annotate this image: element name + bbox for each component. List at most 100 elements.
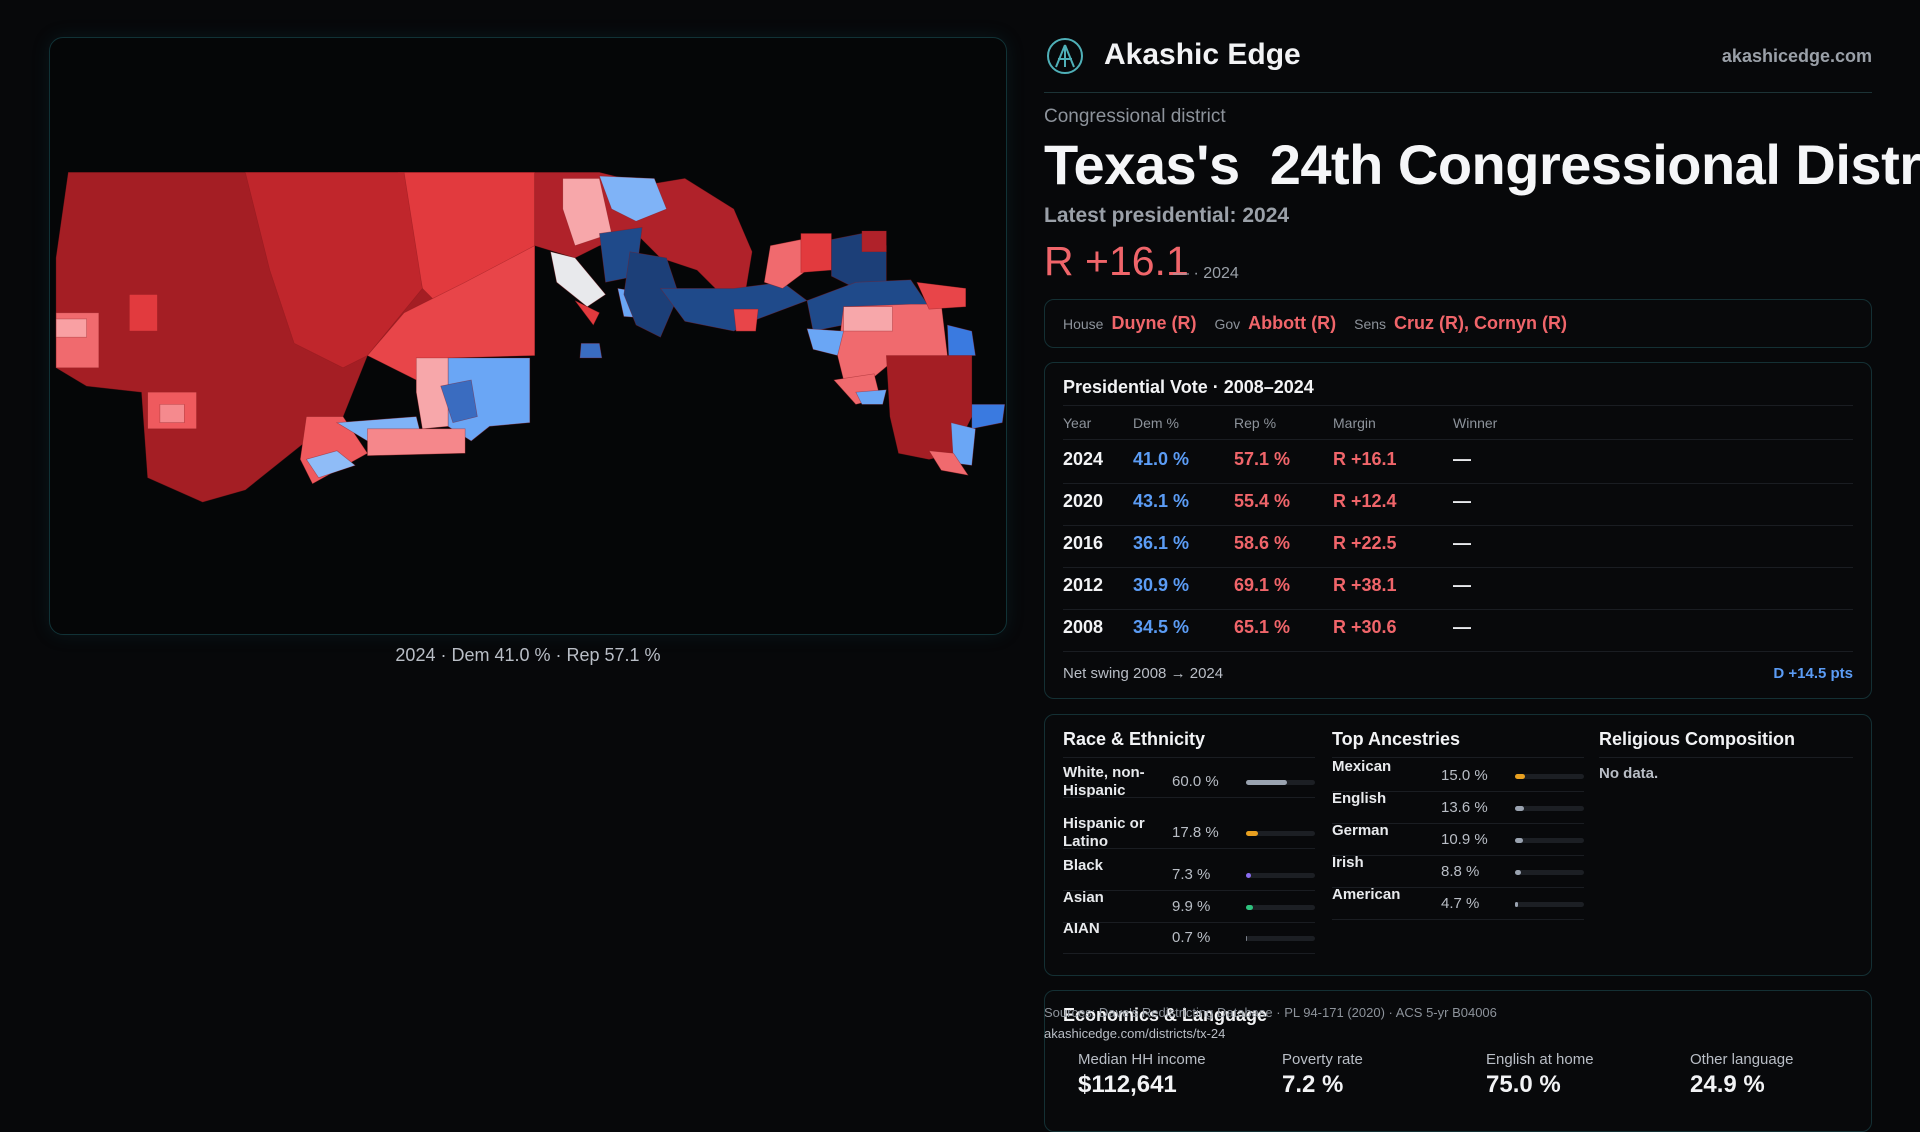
precinct xyxy=(551,252,606,307)
row-name: Irish xyxy=(1332,854,1432,872)
stat-value: 75.0 % xyxy=(1486,1071,1561,1099)
row-value: 13.6 % xyxy=(1441,799,1488,816)
vote-cell: R +22.5 xyxy=(1333,533,1397,554)
vote-cell: R +16.1 xyxy=(1333,449,1397,470)
stat-label: Poverty rate xyxy=(1282,1051,1363,1068)
divider xyxy=(1063,439,1853,440)
vote-cell: R +38.1 xyxy=(1333,575,1397,596)
vote-cell: — xyxy=(1453,575,1471,596)
stat-value: 7.2 % xyxy=(1282,1071,1343,1099)
row-name: Hispanic or Latino xyxy=(1063,815,1163,851)
official-role: Gov xyxy=(1214,316,1240,332)
bar-track xyxy=(1515,870,1584,875)
vote-cell: 41.0 % xyxy=(1133,449,1189,470)
vote-cell: — xyxy=(1453,533,1471,554)
bar-track xyxy=(1515,838,1584,843)
no-data: No data. xyxy=(1599,765,1658,782)
divider xyxy=(1063,405,1853,406)
precinct xyxy=(129,294,157,331)
panel-title: Top Ancestries xyxy=(1332,729,1460,750)
bar-track xyxy=(1246,831,1315,836)
bar-track xyxy=(1246,873,1315,878)
map-panel xyxy=(49,37,1007,635)
bar xyxy=(1515,902,1518,907)
bar xyxy=(1515,806,1524,811)
vote-cell: 30.9 % xyxy=(1133,575,1189,596)
bar-track xyxy=(1515,902,1584,907)
official-name: Abbott (R) xyxy=(1248,313,1336,334)
map-caption: 2024 · Dem 41.0 % · Rep 57.1 % xyxy=(49,645,1007,666)
row-name: AIAN xyxy=(1063,920,1163,938)
vote-cell: 34.5 % xyxy=(1133,617,1189,638)
vote-cell: 65.1 % xyxy=(1234,617,1290,638)
row-value: 60.0 % xyxy=(1172,773,1219,790)
divider xyxy=(1063,953,1315,954)
divider xyxy=(1063,848,1315,849)
brand: Akashic Edge xyxy=(1104,38,1301,72)
row-value: 0.7 % xyxy=(1172,929,1210,946)
row-name: Asian xyxy=(1063,889,1163,907)
precinct xyxy=(56,319,87,337)
vote-cell: 2024 xyxy=(1063,449,1103,470)
district-title: Texas's 24th Congressional District xyxy=(1044,132,1920,197)
bar xyxy=(1515,870,1521,875)
bar-track xyxy=(1246,780,1315,785)
divider xyxy=(1063,525,1853,526)
column-header: Dem % xyxy=(1133,415,1179,431)
bar xyxy=(1246,780,1287,785)
divider xyxy=(1063,797,1315,798)
row-name: White, non-Hispanic xyxy=(1063,764,1163,800)
row-value: 17.8 % xyxy=(1172,824,1219,841)
row-value: 7.3 % xyxy=(1172,866,1210,883)
logo xyxy=(1046,37,1084,75)
panel-title: Presidential Vote · 2008–2024 xyxy=(1063,377,1314,398)
precinct xyxy=(844,307,893,331)
vote-cell: R +12.4 xyxy=(1333,491,1397,512)
detail-column: Akashic Edge akashicedge.com Congression… xyxy=(1044,0,1872,1080)
precinct xyxy=(972,404,1005,428)
stat-label: Other language xyxy=(1690,1051,1793,1068)
district-map xyxy=(50,38,1006,634)
precinct xyxy=(807,329,844,356)
vote-cell: 2016 xyxy=(1063,533,1103,554)
row-name: German xyxy=(1332,822,1432,840)
column-header: Rep % xyxy=(1234,415,1276,431)
bar xyxy=(1515,774,1525,779)
vote-cell: 36.1 % xyxy=(1133,533,1189,554)
bar xyxy=(1246,831,1258,836)
swing-label: Net swing 2008 → 2024 xyxy=(1063,665,1223,682)
domain[interactable]: akashicedge.com xyxy=(1722,46,1872,67)
stat-value: $112,641 xyxy=(1078,1071,1177,1099)
precinct xyxy=(734,309,758,331)
vote-cell: — xyxy=(1453,617,1471,638)
row-value: 4.7 % xyxy=(1441,895,1479,912)
vote-cell: 43.1 % xyxy=(1133,491,1189,512)
row-value: 10.9 % xyxy=(1441,831,1488,848)
precinct xyxy=(862,231,886,252)
bar xyxy=(1246,873,1251,878)
margin: R +16.1 xyxy=(1044,238,1189,285)
precinct xyxy=(801,233,832,272)
divider xyxy=(1063,651,1853,652)
stat-label: Median HH income xyxy=(1078,1051,1206,1068)
swing: D +14.5 pts xyxy=(1773,665,1853,682)
precinct xyxy=(580,343,602,358)
divider xyxy=(1063,757,1315,758)
official-name: Duyne (R) xyxy=(1111,313,1196,334)
column-header: Margin xyxy=(1333,415,1376,431)
divider xyxy=(1599,757,1853,758)
url[interactable]: akashicedge.com/districts/tx-24 xyxy=(1044,1026,1225,1041)
precinct xyxy=(947,325,975,356)
divider xyxy=(1063,609,1853,610)
vote-cell: 2012 xyxy=(1063,575,1103,596)
vote-cell: 55.4 % xyxy=(1234,491,1290,512)
bar-track xyxy=(1515,806,1584,811)
bar xyxy=(1515,838,1523,843)
vote-cell: 2008 xyxy=(1063,617,1103,638)
vote-cell: 58.6 % xyxy=(1234,533,1290,554)
bar-track xyxy=(1246,905,1315,910)
vote-cell: — xyxy=(1453,449,1471,470)
